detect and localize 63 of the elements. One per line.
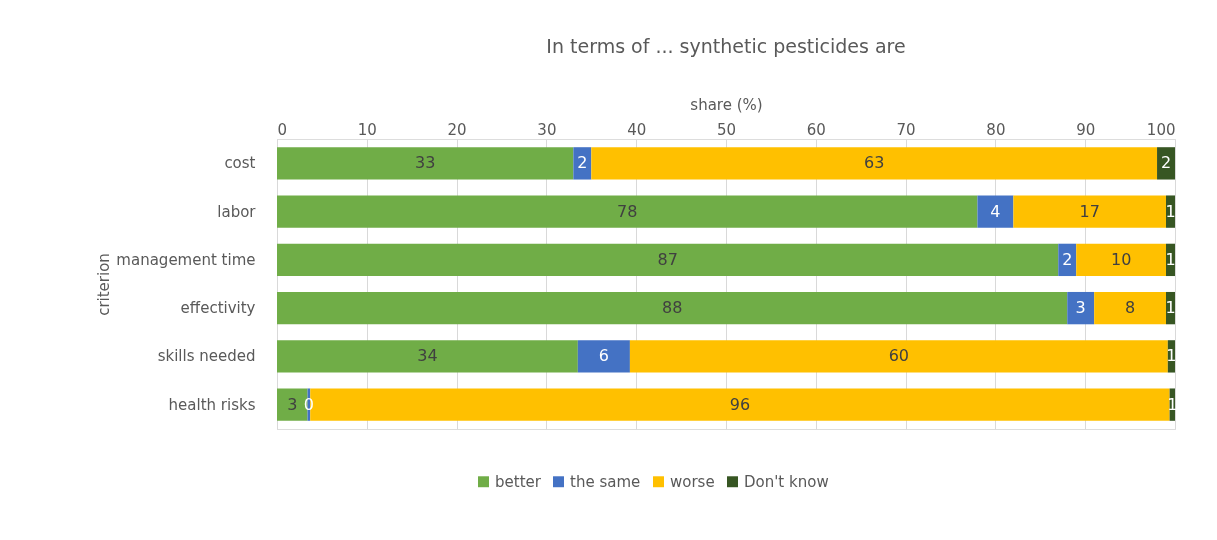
data-label: 96 bbox=[729, 394, 751, 414]
bar bbox=[1094, 291, 1167, 325]
data-label: 3 bbox=[1075, 298, 1086, 318]
data-label: 2 bbox=[1160, 153, 1172, 173]
bar bbox=[1013, 195, 1167, 228]
y-tick-label: skills needed bbox=[157, 347, 256, 366]
bar bbox=[1067, 291, 1095, 325]
bar bbox=[1157, 147, 1175, 180]
legend-label: the same bbox=[570, 472, 641, 491]
y-tick-label: cost bbox=[224, 154, 256, 173]
y-tick-label: labor bbox=[217, 202, 257, 221]
data-label: 63 bbox=[863, 153, 885, 173]
y-tick-label: effectivity bbox=[180, 299, 256, 318]
data-label: 6 bbox=[598, 346, 609, 366]
bar bbox=[277, 291, 1068, 325]
x-tick-label: 60 bbox=[806, 120, 826, 139]
data-label: 4 bbox=[990, 201, 1001, 221]
bar bbox=[573, 147, 592, 180]
y-tick-label: health risks bbox=[168, 395, 256, 414]
legend-label: worse bbox=[670, 472, 715, 491]
x-axis-title: share (%) bbox=[690, 95, 763, 114]
data-label: 1 bbox=[1165, 249, 1176, 269]
bar bbox=[277, 243, 1059, 277]
y-axis-title: criterion bbox=[95, 253, 114, 316]
chart-title: In terms of ... synthetic pesticides are bbox=[546, 35, 906, 57]
data-label: 87 bbox=[657, 249, 678, 269]
data-label: 88 bbox=[661, 298, 683, 318]
bar bbox=[277, 195, 978, 228]
x-tick-label: 100 bbox=[1146, 120, 1176, 139]
x-tick-label: 70 bbox=[896, 120, 916, 139]
bar bbox=[1076, 243, 1167, 277]
data-label: 78 bbox=[617, 201, 638, 221]
x-tick-label: 10 bbox=[357, 120, 377, 139]
bar bbox=[629, 340, 1168, 373]
y-tick-label: management time bbox=[116, 250, 256, 269]
data-label: 10 bbox=[1110, 249, 1132, 269]
data-label: 2 bbox=[577, 153, 588, 173]
data-label: 60 bbox=[888, 346, 910, 366]
bar bbox=[1058, 243, 1077, 277]
data-label: 33 bbox=[414, 153, 436, 173]
x-tick-label: 80 bbox=[986, 120, 1006, 139]
x-tick-label: 20 bbox=[447, 120, 467, 139]
bar bbox=[277, 147, 574, 180]
legend-label: Don't know bbox=[744, 472, 829, 491]
data-label: 8 bbox=[1125, 298, 1136, 318]
data-label: 3 bbox=[287, 394, 298, 414]
data-label: 17 bbox=[1079, 201, 1100, 221]
data-label: 0 bbox=[303, 394, 314, 414]
bar bbox=[577, 340, 630, 373]
x-tick-label: 90 bbox=[1076, 120, 1096, 139]
x-tick-label: 0 bbox=[277, 120, 288, 139]
x-tick-label: 50 bbox=[716, 120, 737, 139]
data-label: 34 bbox=[417, 346, 438, 366]
bar bbox=[591, 147, 1158, 180]
x-tick-label: 40 bbox=[627, 120, 647, 139]
data-label: 2 bbox=[1062, 249, 1073, 269]
x-tick-label: 30 bbox=[537, 120, 557, 139]
data-label: 1 bbox=[1166, 346, 1177, 366]
bar bbox=[277, 340, 578, 373]
bar bbox=[977, 195, 1014, 228]
legend-label: better bbox=[495, 472, 542, 491]
data-label: 1 bbox=[1165, 201, 1176, 221]
data-label: 1 bbox=[1165, 298, 1176, 318]
